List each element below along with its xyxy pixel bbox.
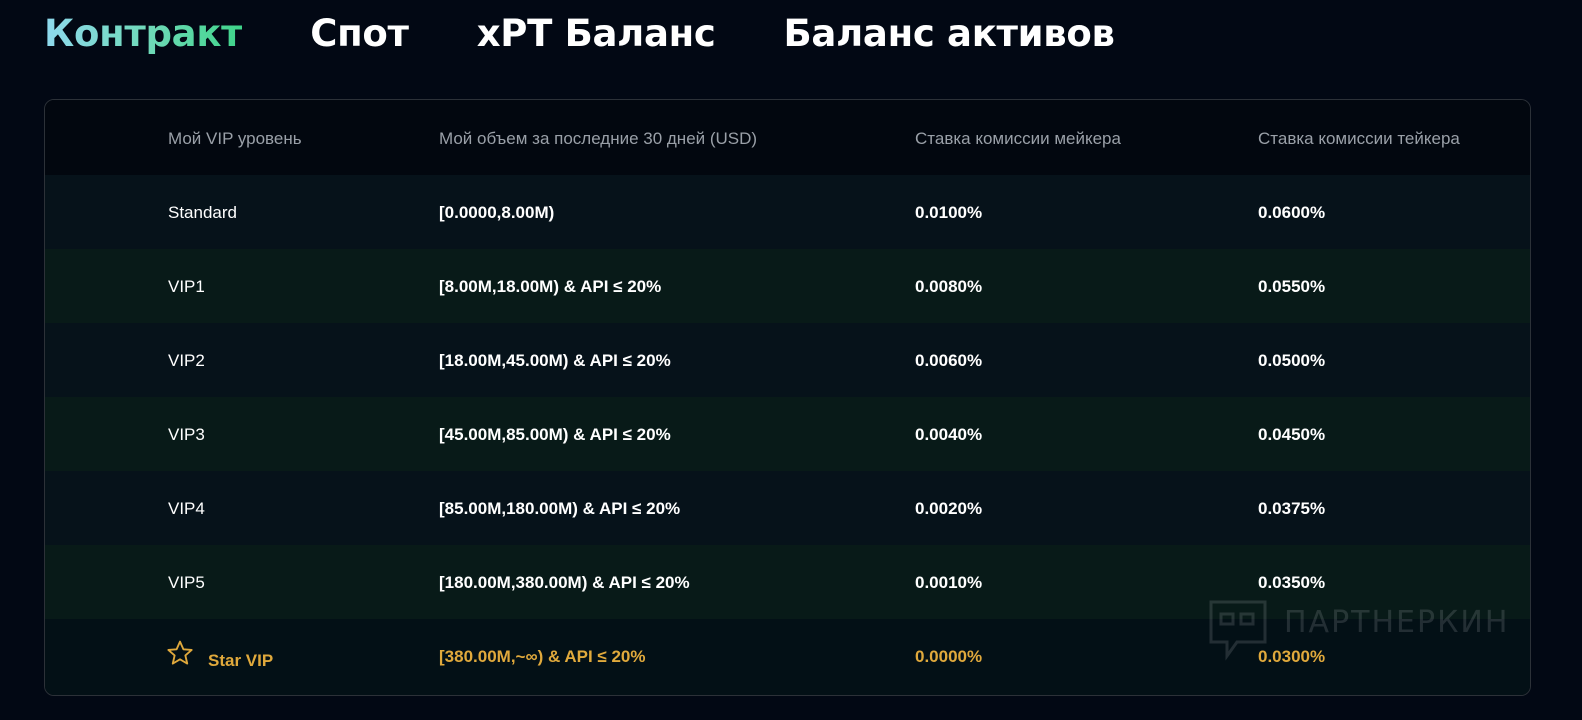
maker-fee-cell: 0.0040%	[915, 425, 983, 444]
tab-asset-balance[interactable]: Баланс активов	[783, 11, 1115, 55]
star-icon	[167, 640, 193, 665]
vip-level-cell: VIP1	[168, 277, 205, 296]
fee-table: Мой VIP уровень Мой объем за последние 3…	[44, 99, 1531, 696]
tab-contract[interactable]: Контракт	[44, 11, 243, 55]
table-row: VIP3 [45.00M,85.00M) & API ≤ 20% 0.0040% 0.…	[45, 397, 1530, 471]
table-header: Мой VIP уровень Мой объем за последние 3…	[45, 100, 1530, 175]
taker-fee-cell: 0.0450%	[1258, 425, 1326, 444]
volume-cell: [45.00M,85.00M) & API ≤ 20%	[439, 425, 671, 444]
table-row: VIP1 [8.00M,18.00M) & API ≤ 20% 0.0080% 0.0…	[45, 249, 1530, 323]
volume-cell: [180.00M,380.00M) & API ≤ 20%	[439, 573, 690, 592]
maker-fee-cell: 0.0100%	[915, 203, 983, 222]
volume-cell: [0.0000,8.00M)	[439, 203, 555, 222]
header-taker-fee: Ставка комиссии тейкера	[1258, 129, 1460, 148]
header-volume: Мой объем за последние 30 дней (USD)	[439, 129, 758, 148]
star-vip-label: Star VIP	[208, 651, 274, 670]
table-row: VIP2 [18.00M,45.00M) & API ≤ 20% 0.0060% 0.…	[45, 323, 1530, 397]
tab-spot[interactable]: Спот	[310, 11, 409, 55]
volume-cell: [85.00M,180.00M) & API ≤ 20%	[439, 499, 681, 518]
table-row: Standard [0.0000,8.00M) 0.0100% 0.0600%	[45, 175, 1530, 249]
table-row: VIP5 [180.00M,380.00M) & API ≤ 20% 0.0010%…	[45, 545, 1530, 619]
maker-fee-cell: 0.0080%	[915, 277, 983, 296]
header-maker-fee: Ставка комиссии мейкера	[915, 129, 1121, 148]
taker-fee-cell: 0.0375%	[1258, 499, 1326, 518]
table-row: VIP4 [85.00M,180.00M) & API ≤ 20% 0.0020% 0…	[45, 471, 1530, 545]
taker-fee-cell: 0.0550%	[1258, 277, 1326, 296]
maker-fee-cell: 0.0020%	[915, 499, 983, 518]
vip-level-cell: VIP2	[168, 351, 205, 370]
maker-fee-cell: 0.0010%	[915, 573, 983, 592]
volume-cell: [18.00M,45.00M) & API ≤ 20%	[439, 351, 671, 370]
table-body: Standard [0.0000,8.00M) 0.0100% 0.0600% VIP1…	[45, 175, 1530, 619]
table-row-star-vip: Star VIP [380.00M,~∞) & API ≤ 20% 0.0000…	[45, 619, 1530, 695]
vip-level-cell: VIP4	[168, 499, 205, 518]
header-vip-level: Мой VIP уровень	[168, 129, 302, 148]
tab-xpt-balance[interactable]: xPT Баланс	[476, 11, 716, 55]
vip-level-cell: VIP5	[168, 573, 205, 592]
taker-fee-cell: 0.0500%	[1258, 351, 1326, 370]
tab-bar: Контракт Спот xPT Баланс Баланс активов	[44, 8, 1183, 58]
maker-fee-cell: 0.0060%	[915, 351, 983, 370]
vip-level-cell: VIP3	[168, 425, 205, 444]
vip-level-cell: Standard	[168, 203, 237, 222]
star-vip-taker-fee: 0.0300%	[1258, 647, 1326, 666]
star-vip-maker-fee: 0.0000%	[915, 647, 983, 666]
taker-fee-cell: 0.0350%	[1258, 573, 1326, 592]
star-vip-volume: [380.00M,~∞) & API ≤ 20%	[439, 647, 646, 666]
taker-fee-cell: 0.0600%	[1258, 203, 1326, 222]
volume-cell: [8.00M,18.00M) & API ≤ 20%	[439, 277, 662, 296]
